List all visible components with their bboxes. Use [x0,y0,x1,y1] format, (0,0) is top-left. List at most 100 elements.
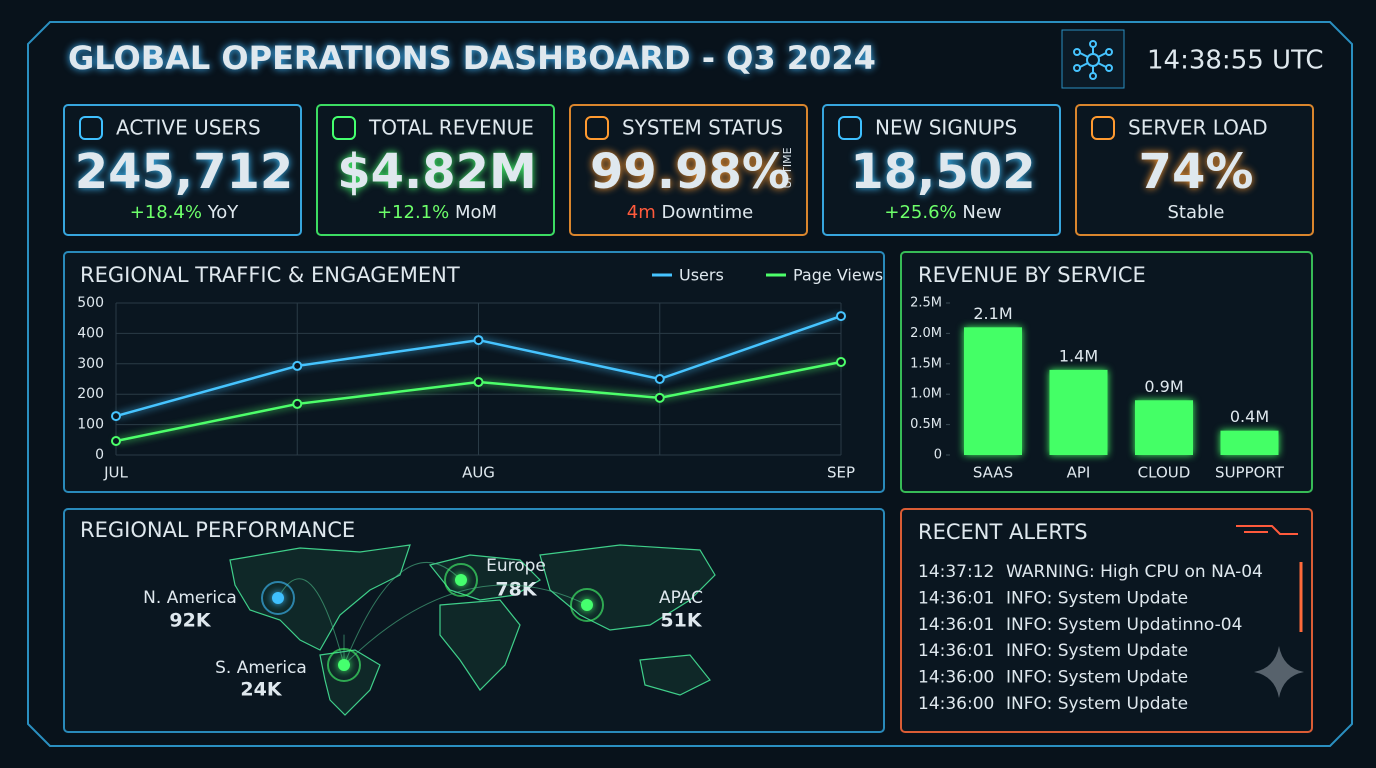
data-point [473,335,484,346]
alert-time: 14:36:01 [918,588,994,608]
legend-label: Users [679,266,724,285]
kpi-note: +12.1% MoM [377,202,497,223]
kpi-label: SYSTEM STATUS [622,116,783,140]
alert-message: INFO: System Update [1006,588,1188,608]
clock: 14:38:55 UTC [1147,46,1324,76]
region-halo [261,581,295,615]
kpi-value: 99.98% [590,144,790,200]
x-tick-label: JUL [103,464,128,482]
data-point [292,398,303,409]
alert-message: INFO: System Update [1006,668,1188,688]
x-tick-label: API [1067,464,1091,482]
region-halo [444,563,478,597]
x-tick-label: SUPPORT [1215,464,1285,482]
bar [1135,400,1193,455]
kpi-change: +12.1% [377,202,449,223]
kpi-icon [79,116,103,140]
alert-time: 14:36:00 [918,694,994,714]
kpi-suffix: YoY [207,202,240,223]
kpi-value: 18,502 [850,144,1035,200]
kpi-suffix: MoM [455,202,497,223]
y-tick-label: 100 [77,417,104,433]
kpi-note: 4m Downtime [627,202,753,223]
y-tick-label: 2.5M [910,296,942,311]
outer-frame [27,21,1353,747]
kpi-value: $4.82M [337,144,537,200]
region-halo [327,648,361,682]
continent-outline [319,649,381,716]
alert-message: INFO: System Updatinno-04 [1006,615,1242,635]
region-dot [455,574,467,586]
x-tick-label: SAAS [973,464,1013,482]
data-point [836,356,846,367]
data-point [654,392,665,403]
kpi-note: +18.4% YoY [130,202,240,223]
panel [63,508,885,733]
kpi-note: Stable [1167,202,1224,223]
region-value: 24K [240,679,282,701]
kpi-change: +25.6% [884,202,956,223]
kpi-label: NEW SIGNUPS [875,116,1017,140]
kpi-icon [332,116,356,140]
bar-value-label: 0.9M [1144,377,1183,396]
bar-value-label: 1.4M [1059,346,1098,365]
panel [822,104,1061,236]
kpi-change: 4m [627,202,656,223]
y-tick-label: 0 [95,447,104,463]
bar [1049,369,1108,455]
kpi-value: 74% [1139,144,1254,200]
panel [63,251,885,493]
kpi-suffix: Stable [1167,202,1224,223]
panel-title: REGIONAL TRAFFIC & ENGAGEMENT [80,263,460,287]
kpi-suffix: New [962,202,1001,223]
alert-time: 14:36:00 [918,668,994,688]
kpi-label: ACTIVE USERS [116,116,261,140]
bar [1220,430,1279,455]
kpi-icon [1091,116,1115,140]
y-tick-label: 200 [77,386,104,402]
kpi-label: TOTAL REVENUE [368,116,534,140]
circuit-decoration [1236,525,1298,535]
x-tick-label: CLOUD [1138,464,1191,482]
x-tick-label: AUG [462,464,495,482]
y-tick-label: 1.0M [910,387,942,402]
alert-time: 14:37:12 [918,562,994,582]
panel [1075,104,1314,236]
bar-value-label: 0.4M [1230,407,1269,426]
alert-message: INFO: System Update [1006,641,1188,661]
panel-title: REGIONAL PERFORMANCE [80,518,355,542]
continent-outline [439,599,521,691]
alert-time: 14:36:01 [918,641,994,661]
kpi-suffix: Downtime [662,202,754,223]
y-tick-label: 500 [77,295,104,311]
y-tick-label: 300 [77,356,104,372]
continent-outline [428,554,541,601]
data-point [836,311,846,322]
kpi-icon [838,116,862,140]
data-point [111,411,121,422]
panel [569,104,808,236]
sparkle-icon [1254,646,1304,698]
region-name: N. America [143,588,237,608]
connection-arc [343,584,588,666]
kpi-change: +18.4% [130,202,202,223]
kpi-side-label: UPTIME [781,147,794,188]
alert-message: INFO: System Update [1006,694,1188,714]
region-dot [272,592,284,604]
data-point [292,360,303,371]
region-value: 78K [495,579,537,601]
bar [964,327,1022,455]
legend-label: Page Views [793,266,883,285]
data-point [654,374,665,384]
panel-title: RECENT ALERTS [918,520,1088,544]
region-value: 51K [660,610,702,632]
x-tick-label: SEP [827,464,855,482]
data-point [111,436,121,447]
dashboard-title: GLOBAL OPERATIONS DASHBOARD - Q3 2024 [68,39,876,77]
connection-arc [277,578,345,666]
network-icon-box [1061,29,1125,89]
region-dot [338,659,350,671]
connection-arc [343,562,462,666]
